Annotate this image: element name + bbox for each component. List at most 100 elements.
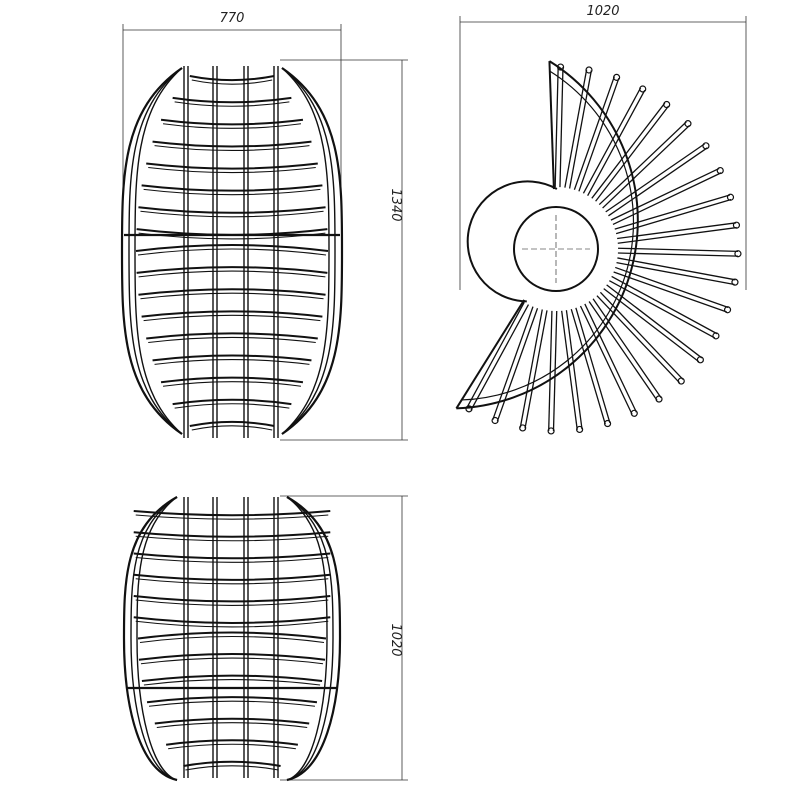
plan-spoke	[496, 308, 539, 422]
plan-spoke	[554, 66, 559, 187]
plan-spoke-end	[716, 166, 724, 175]
plan-spoke	[579, 305, 633, 415]
rib-arc-inner	[135, 556, 329, 563]
plan-spoke	[596, 295, 680, 384]
shell-outline	[120, 67, 344, 435]
rib-arc	[146, 696, 318, 704]
rib-arc	[133, 595, 331, 603]
plan-spoke	[613, 271, 727, 313]
plan-edge	[548, 61, 555, 190]
rib-arc	[152, 354, 312, 362]
plan-hub-outer	[466, 180, 558, 303]
rib-arc	[141, 674, 323, 682]
rib-arc	[172, 398, 292, 406]
rib-arc	[152, 140, 312, 148]
rib-arc-inner	[154, 359, 310, 365]
plan-spoke	[602, 124, 691, 209]
plan-spoke-end	[655, 395, 663, 403]
rib-arc	[160, 118, 304, 126]
plan-spoke	[609, 280, 716, 339]
rib-arc-inner	[148, 700, 316, 707]
plan-spoke	[552, 311, 558, 432]
plan-spoke-end	[630, 409, 638, 417]
plan-spoke-end	[612, 73, 621, 81]
shell-outline	[136, 496, 328, 781]
rib-arc	[133, 616, 331, 624]
plan-spoke	[603, 288, 700, 363]
rib-arc	[133, 573, 331, 581]
rib-arc	[138, 288, 326, 296]
plan-spoke	[608, 147, 708, 217]
plan-spoke	[466, 301, 525, 409]
plan-spoke-end	[731, 278, 739, 286]
rib-arc	[146, 162, 318, 170]
shell-outline	[128, 67, 336, 435]
rib-arc	[138, 206, 326, 214]
plan-spoke	[584, 303, 638, 413]
plan-spoke-end	[639, 85, 647, 93]
dimension-front-height: 1340	[280, 59, 408, 441]
rib-arc	[189, 420, 275, 427]
plan-hub-inner	[513, 206, 599, 292]
rib-arc	[141, 184, 323, 192]
plan-spoke	[582, 87, 642, 194]
plan-spoke	[570, 308, 606, 425]
plan-spoke	[616, 262, 735, 286]
plan-spoke	[617, 222, 737, 240]
rib-arc-inner	[191, 425, 273, 431]
plan-spoke	[564, 69, 588, 188]
rib-arc-inner	[174, 101, 290, 107]
plan-spoke	[599, 291, 684, 380]
dimension-label-side-height: 1020	[388, 623, 403, 656]
rib-arc-inner	[135, 535, 329, 542]
dimension-label-plan-width: 1020	[586, 4, 619, 19]
rib-arc-inner	[156, 722, 308, 729]
rib-arc	[138, 653, 326, 661]
plan-spoke-end	[603, 419, 612, 428]
plan-spoke-end	[677, 377, 685, 385]
rib-arc-inner	[135, 620, 329, 628]
plan-spoke	[588, 301, 658, 401]
rib-arc-inner	[143, 314, 321, 322]
plan-spoke-end	[491, 416, 499, 425]
plan-spoke	[561, 310, 578, 430]
plan-spoke-end	[696, 356, 704, 364]
plan-spoke	[615, 198, 732, 235]
plan-spoke	[524, 310, 548, 429]
plan-spoke-end	[712, 332, 720, 340]
plan-spoke	[595, 105, 670, 202]
plan-spoke	[617, 226, 737, 244]
plan-spoke	[565, 310, 583, 430]
shell-outline	[134, 67, 330, 435]
plan-spoke	[492, 306, 534, 420]
plan-spoke	[612, 172, 722, 226]
plan-spoke	[548, 310, 553, 431]
rib-arc-inner	[162, 381, 302, 387]
rib-arc	[133, 552, 331, 560]
plan-spoke	[617, 257, 736, 281]
plan-spoke	[606, 284, 703, 359]
plan-spoke	[592, 298, 662, 399]
plan-spoke	[617, 252, 738, 257]
rib-arc	[165, 739, 299, 746]
rib-arc	[135, 244, 329, 252]
plan-spoke	[618, 247, 739, 252]
plan-spoke	[591, 102, 666, 199]
plan-spoke-end	[576, 425, 584, 434]
plan-spoke	[559, 67, 564, 188]
rib-arc	[183, 760, 281, 767]
rib-arc	[141, 310, 323, 318]
rib-arc	[172, 96, 292, 104]
plan-spoke-end	[585, 66, 593, 74]
rib-arc-inner	[168, 743, 296, 750]
plan-view	[455, 60, 742, 435]
rib-arc-inner	[139, 635, 325, 644]
plan-spoke	[611, 275, 718, 335]
side-view	[122, 496, 342, 782]
plan-spoke	[615, 266, 729, 309]
plan-spoke	[598, 121, 687, 206]
plan-spoke	[605, 143, 705, 213]
dimension-label-front-height: 1340	[388, 188, 403, 221]
plan-spoke	[519, 309, 543, 428]
